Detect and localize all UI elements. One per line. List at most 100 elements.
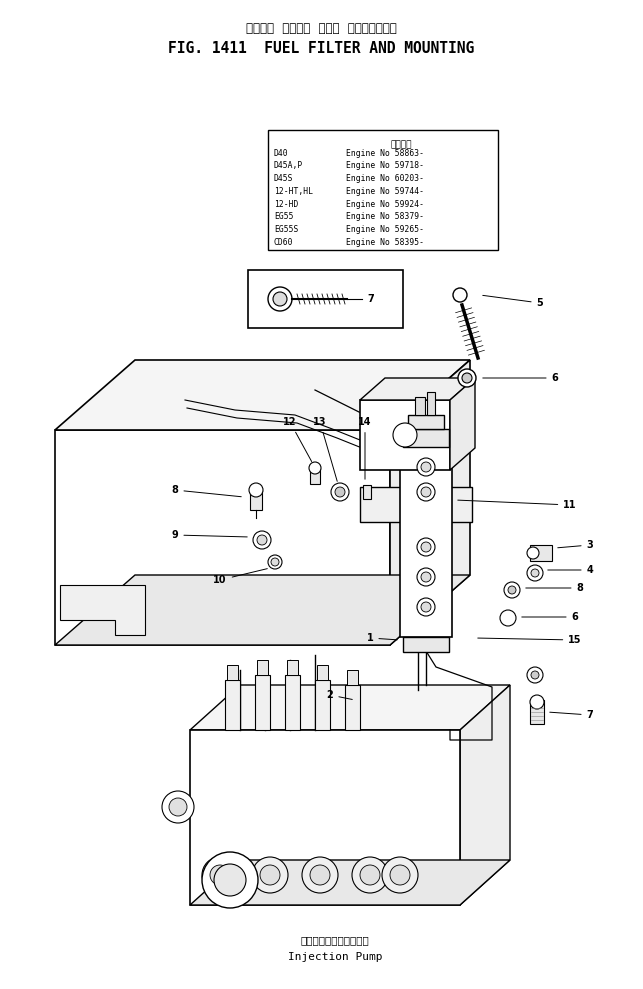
Text: 8: 8 bbox=[526, 583, 583, 593]
Bar bbox=[408, 415, 444, 429]
Circle shape bbox=[253, 531, 271, 549]
Text: CD60: CD60 bbox=[274, 237, 293, 247]
Text: 10: 10 bbox=[213, 569, 267, 585]
Text: 12-HT,HL: 12-HT,HL bbox=[274, 187, 313, 196]
Text: 6: 6 bbox=[521, 612, 578, 622]
Bar bbox=[315, 680, 330, 730]
Text: 14: 14 bbox=[358, 417, 372, 480]
Circle shape bbox=[531, 671, 539, 679]
Text: 15: 15 bbox=[478, 635, 582, 645]
Bar bbox=[400, 447, 452, 637]
Text: 2: 2 bbox=[327, 690, 352, 700]
Text: 7: 7 bbox=[550, 710, 593, 720]
Circle shape bbox=[417, 568, 435, 586]
Circle shape bbox=[500, 610, 516, 626]
Circle shape bbox=[417, 483, 435, 501]
Polygon shape bbox=[55, 575, 470, 645]
Text: 8: 8 bbox=[172, 485, 241, 496]
Circle shape bbox=[417, 598, 435, 616]
Text: D40: D40 bbox=[274, 148, 289, 157]
Text: Injection Pump: Injection Pump bbox=[288, 952, 382, 962]
Polygon shape bbox=[55, 430, 390, 645]
Bar bbox=[255, 675, 270, 730]
Circle shape bbox=[421, 542, 431, 552]
Text: FIG. 1411  FUEL FILTER AND MOUNTING: FIG. 1411 FUEL FILTER AND MOUNTING bbox=[168, 41, 474, 55]
Circle shape bbox=[352, 857, 388, 893]
Circle shape bbox=[268, 555, 282, 569]
Polygon shape bbox=[360, 378, 475, 400]
Bar bbox=[287, 660, 298, 675]
Text: 適用番号: 適用番号 bbox=[391, 140, 412, 149]
Text: 12: 12 bbox=[284, 417, 312, 462]
Text: 5: 5 bbox=[483, 296, 543, 308]
Polygon shape bbox=[450, 378, 475, 470]
Circle shape bbox=[421, 462, 431, 472]
Text: Engine No 59265-: Engine No 59265- bbox=[346, 225, 424, 234]
Circle shape bbox=[458, 369, 476, 387]
Circle shape bbox=[252, 857, 288, 893]
Circle shape bbox=[527, 667, 543, 683]
Polygon shape bbox=[390, 360, 470, 645]
Bar bbox=[363, 485, 371, 499]
Text: D45A,P: D45A,P bbox=[274, 161, 303, 170]
Polygon shape bbox=[360, 487, 472, 522]
Circle shape bbox=[462, 373, 472, 383]
Circle shape bbox=[393, 423, 417, 447]
Circle shape bbox=[260, 865, 280, 885]
Polygon shape bbox=[55, 360, 470, 430]
Circle shape bbox=[527, 565, 543, 581]
Text: インジェクションポンプ: インジェクションポンプ bbox=[301, 935, 369, 945]
Bar bbox=[310, 468, 320, 484]
Bar bbox=[317, 665, 328, 680]
Bar bbox=[227, 665, 238, 680]
Text: Engine No 58863-: Engine No 58863- bbox=[346, 148, 424, 157]
Circle shape bbox=[504, 582, 520, 598]
Text: 7: 7 bbox=[367, 294, 374, 304]
Circle shape bbox=[527, 547, 539, 559]
Text: 6: 6 bbox=[483, 373, 558, 383]
Circle shape bbox=[214, 864, 246, 896]
Text: 13: 13 bbox=[313, 417, 337, 482]
Circle shape bbox=[210, 865, 230, 885]
Circle shape bbox=[421, 572, 431, 582]
Bar bbox=[268, 130, 498, 250]
Text: フェエル  フィルタ  および  マウンティング: フェエル フィルタ および マウンティング bbox=[246, 22, 396, 35]
Bar bbox=[530, 545, 552, 561]
Text: Engine No 59744-: Engine No 59744- bbox=[346, 187, 424, 196]
Bar bbox=[415, 397, 425, 415]
Bar bbox=[347, 670, 358, 685]
Text: Engine No 60203-: Engine No 60203- bbox=[346, 174, 424, 183]
Circle shape bbox=[417, 458, 435, 476]
Bar bbox=[427, 392, 435, 415]
Bar bbox=[403, 429, 449, 447]
Circle shape bbox=[453, 288, 467, 302]
Circle shape bbox=[249, 483, 263, 497]
Bar bbox=[403, 637, 449, 652]
Bar bbox=[285, 675, 300, 730]
Bar bbox=[360, 400, 450, 470]
Circle shape bbox=[331, 483, 349, 501]
Circle shape bbox=[162, 791, 194, 823]
Text: Engine No 59718-: Engine No 59718- bbox=[346, 161, 424, 170]
Polygon shape bbox=[190, 860, 510, 905]
Polygon shape bbox=[190, 685, 510, 730]
Text: EG55S: EG55S bbox=[274, 225, 298, 234]
Circle shape bbox=[271, 558, 279, 566]
Text: Engine No 58379-: Engine No 58379- bbox=[346, 213, 424, 222]
Circle shape bbox=[335, 487, 345, 497]
Bar bbox=[250, 490, 262, 510]
Text: 3: 3 bbox=[557, 540, 593, 550]
Polygon shape bbox=[460, 685, 510, 905]
Circle shape bbox=[421, 487, 431, 497]
Circle shape bbox=[360, 865, 380, 885]
Circle shape bbox=[202, 857, 238, 893]
Text: EG55: EG55 bbox=[274, 213, 293, 222]
Circle shape bbox=[530, 695, 544, 709]
Text: 11: 11 bbox=[458, 500, 577, 510]
Circle shape bbox=[169, 798, 187, 816]
Bar bbox=[190, 730, 460, 905]
Text: Engine No 58395-: Engine No 58395- bbox=[346, 237, 424, 247]
Text: D45S: D45S bbox=[274, 174, 293, 183]
Circle shape bbox=[273, 292, 287, 306]
Circle shape bbox=[531, 569, 539, 577]
